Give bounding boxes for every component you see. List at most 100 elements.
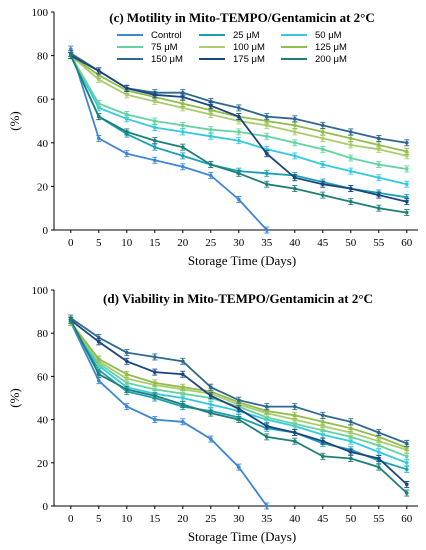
x-tick-label: 20 [177, 237, 189, 249]
data-point [405, 167, 409, 171]
x-axis-label: Storage Time (Days) [188, 529, 296, 544]
legend-item: 175 μM [199, 54, 265, 65]
data-point [209, 112, 213, 117]
data-point [209, 394, 213, 398]
data-point [153, 355, 157, 359]
data-point [209, 173, 213, 178]
legend-item: Control [117, 30, 182, 41]
data-point [153, 119, 157, 123]
data-point [349, 130, 353, 134]
x-tick-label: 15 [149, 237, 161, 249]
data-point [125, 151, 129, 156]
y-tick-label: 80 [37, 51, 49, 63]
data-point [237, 130, 241, 134]
data-point [181, 95, 185, 99]
data-point [321, 123, 325, 128]
data-point [97, 101, 101, 106]
series-line [70, 317, 408, 445]
data-point [377, 430, 381, 435]
data-point [265, 134, 269, 139]
data-point [293, 130, 297, 134]
legend-item: 200 μM [281, 54, 347, 65]
data-point [125, 86, 129, 91]
data-point [377, 162, 381, 167]
data-point [181, 164, 185, 169]
data-point [153, 93, 157, 97]
data-point [265, 123, 269, 128]
series-line [69, 48, 268, 231]
data-point [321, 193, 325, 197]
x-tick-label: 50 [345, 513, 357, 525]
data-point [349, 456, 353, 461]
data-point [349, 426, 353, 431]
data-point [377, 450, 381, 454]
data-point [377, 193, 381, 197]
data-point [293, 439, 297, 444]
legend-label: 75 μM [151, 42, 178, 53]
data-point [181, 359, 185, 364]
data-point [349, 169, 353, 173]
data-point [321, 130, 325, 134]
data-point [293, 430, 297, 435]
legend-label: 125 μM [315, 42, 347, 53]
y-tick-label: 60 [37, 371, 49, 383]
data-point [293, 186, 297, 191]
data-point [125, 372, 129, 377]
x-tick-label: 40 [289, 237, 301, 249]
x-tick-label: 0 [68, 237, 74, 249]
data-point [265, 228, 269, 232]
data-point [237, 465, 241, 469]
data-point [97, 378, 101, 383]
series-1 [68, 318, 410, 473]
data-point [321, 162, 325, 167]
x-tick-label: 25 [205, 513, 217, 525]
data-point [181, 130, 185, 134]
data-point [321, 419, 325, 424]
data-point [321, 147, 325, 152]
data-point [405, 141, 409, 145]
data-point [293, 123, 297, 128]
data-point [153, 138, 157, 143]
data-point [181, 101, 185, 106]
series-3 [68, 52, 410, 173]
data-point [265, 147, 269, 152]
x-tick-label: 10 [121, 513, 133, 525]
data-point [125, 130, 129, 134]
data-point [405, 154, 409, 158]
data-point [265, 151, 269, 156]
data-point [97, 136, 101, 141]
data-point [349, 419, 353, 424]
data-point [349, 136, 353, 141]
data-point [405, 482, 409, 487]
data-point [181, 145, 185, 149]
series-3 [68, 318, 410, 460]
data-point [321, 454, 325, 459]
x-tick-label: 5 [96, 237, 102, 249]
legend-item: 50 μM [281, 30, 342, 41]
data-point [209, 127, 213, 132]
data-point [265, 114, 269, 119]
y-axis-label: (%) [7, 111, 22, 131]
data-point [125, 404, 129, 409]
legend-label: 100 μM [233, 42, 265, 53]
data-point [153, 125, 157, 130]
data-point [349, 450, 353, 454]
legend-item: 25 μM [199, 30, 260, 41]
x-tick-label: 35 [261, 237, 273, 249]
data-point [125, 93, 129, 97]
data-point [349, 143, 353, 147]
data-point [377, 175, 381, 180]
data-point [405, 199, 409, 204]
x-tick-label: 45 [317, 237, 329, 249]
data-point [237, 407, 241, 411]
data-point [69, 47, 73, 51]
data-point [209, 162, 213, 167]
data-point [377, 147, 381, 152]
data-point [377, 465, 381, 469]
data-point [265, 182, 269, 187]
data-point [405, 491, 409, 495]
data-point [181, 123, 185, 128]
data-point [237, 171, 241, 176]
data-point [125, 117, 129, 121]
